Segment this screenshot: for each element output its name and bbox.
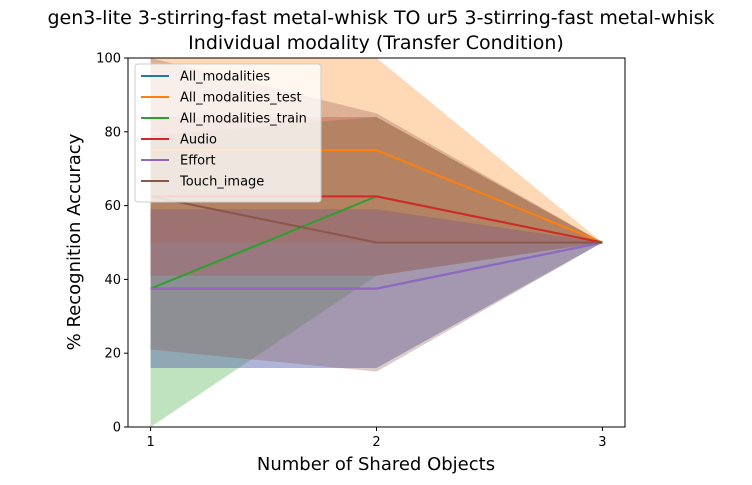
legend-label: Touch_image [179, 175, 264, 190]
legend-box [134, 63, 322, 203]
chart-title-line1: gen3-lite 3-stirring-fast metal-whisk TO… [47, 7, 714, 29]
legend-label: All_modalities_train [180, 112, 307, 127]
y-tick-label: 40 [104, 273, 121, 288]
x-tick-label: 2 [372, 435, 380, 450]
y-tick-label: 0 [113, 421, 121, 436]
x-axis-label: Number of Shared Objects [257, 454, 495, 475]
y-tick-label: 20 [104, 347, 121, 362]
legend-label: Audio [180, 133, 217, 148]
x-axis: 1 2 3 [146, 427, 607, 450]
y-axis-label: % Recognition Accuracy [64, 133, 85, 350]
series-line-4 [150, 241, 603, 290]
legend-label: Effort [180, 154, 216, 169]
x-tick-label: 1 [146, 435, 154, 450]
y-tick-label: 60 [104, 199, 121, 214]
chart-title-line2: Individual modality (Transfer Condition) [188, 32, 564, 54]
y-tick-label: 100 [96, 52, 121, 67]
y-tick-label: 80 [104, 125, 121, 140]
legend-label: All_modalities_test [180, 91, 302, 106]
legend-label: All_modalities [180, 70, 270, 85]
series-line-5 [150, 195, 603, 244]
legend: All_modalities All_modalities_test All_mod… [134, 63, 322, 203]
y-axis: 0 20 40 60 80 100 [96, 52, 128, 436]
x-tick-label: 3 [598, 435, 606, 450]
